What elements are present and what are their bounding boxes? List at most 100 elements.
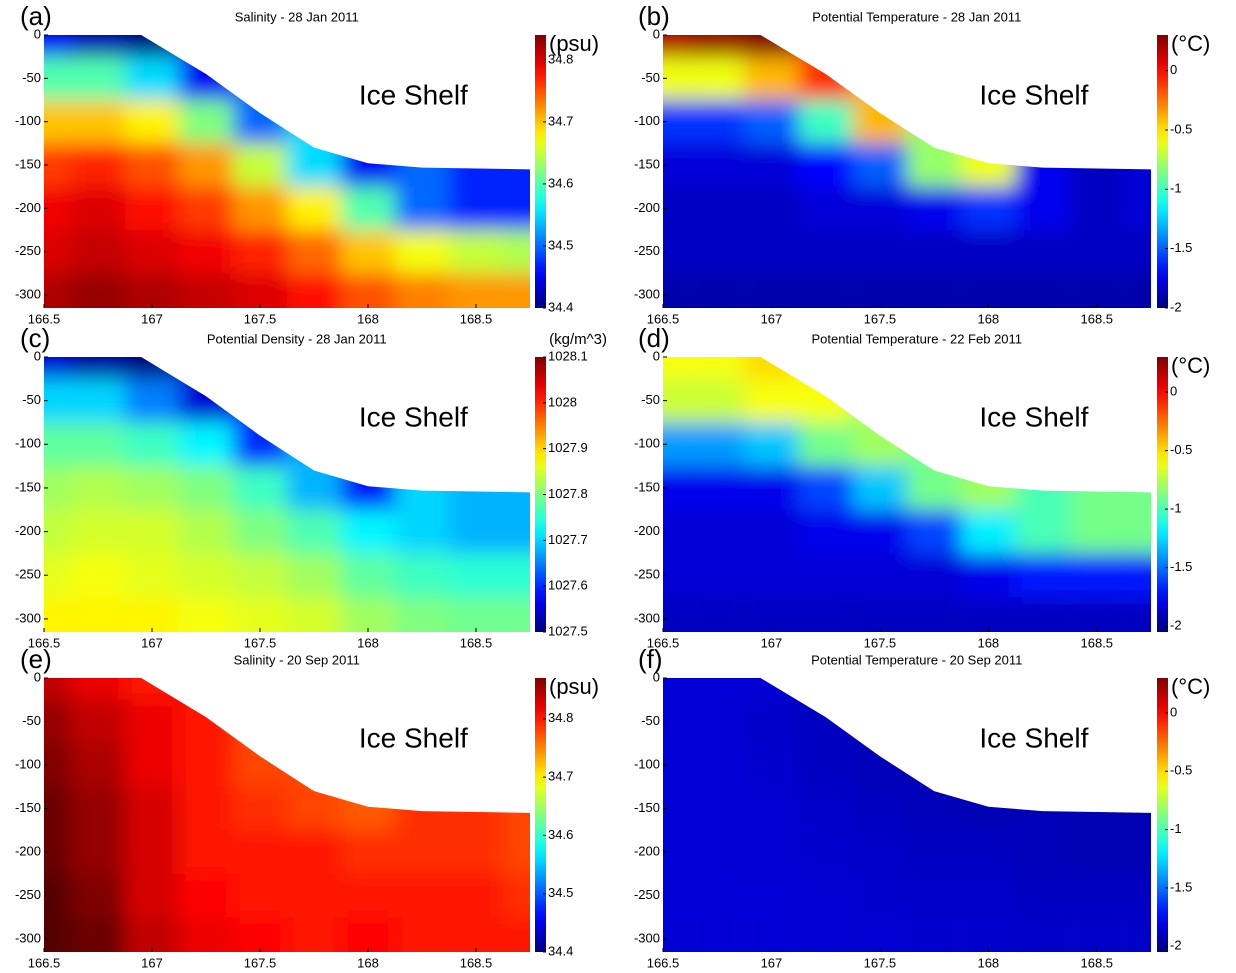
y-tick-label: -100	[634, 113, 660, 128]
colorbar-label: (°C)	[1171, 674, 1210, 699]
x-tick-label: 168	[977, 635, 999, 650]
colorbar-tick-label: -2	[1170, 618, 1182, 633]
x-tick-label: 168	[977, 955, 999, 970]
panel: Ice Shelf Potential Density - 28 Jan 2011…	[15, 323, 607, 651]
ice-shelf	[44, 678, 530, 813]
colorbar-tick-label: -1	[1170, 181, 1182, 196]
colorbar-tick-label: 0	[1170, 384, 1177, 399]
y-tick-label: -250	[15, 243, 41, 258]
y-tick-label: 0	[653, 669, 660, 684]
annotation: Ice Shelf	[979, 401, 1088, 432]
cell	[44, 35, 71, 57]
colorbar-label: (°C)	[1171, 353, 1210, 378]
ice-shelf	[44, 357, 530, 493]
cell	[690, 678, 745, 700]
cell	[690, 35, 745, 57]
x-tick-label: 166.5	[647, 311, 680, 326]
y-tick-label: 0	[34, 669, 41, 684]
panel-label: (d)	[638, 323, 670, 353]
colorbar-tick-label: 0	[1170, 62, 1177, 77]
x-tick-label: 167	[141, 955, 163, 970]
colorbar-tick-label: 34.8	[548, 51, 573, 66]
plot-area	[663, 357, 1151, 632]
x-tick-label: 167	[761, 635, 783, 650]
y-tick-label: -150	[634, 479, 660, 494]
x-tick-label: 167.5	[864, 311, 897, 326]
y-tick-label: -100	[634, 436, 660, 451]
colorbar-label: (psu)	[549, 674, 599, 699]
x-tick-label: 168.5	[1081, 635, 1114, 650]
x-tick-label: 167	[761, 955, 783, 970]
panel-title: Potential Temperature - 20 Sep 2011	[811, 652, 1022, 667]
cell	[663, 357, 691, 379]
y-tick-label: -50	[641, 70, 660, 85]
y-tick-label: -100	[634, 756, 660, 771]
y-tick-label: -150	[634, 156, 660, 171]
y-tick-label: -100	[15, 436, 41, 451]
y-tick-label: -50	[641, 392, 660, 407]
colorbar	[535, 678, 546, 952]
y-tick-label: -250	[634, 243, 660, 258]
colorbar-tick-label: -1.5	[1170, 240, 1192, 255]
colorbar-tick-label: -2	[1170, 299, 1182, 314]
panel-title: Salinity - 28 Jan 2011	[235, 9, 359, 24]
annotation: Ice Shelf	[359, 722, 468, 753]
annotation: Ice Shelf	[359, 79, 468, 110]
cell	[663, 35, 691, 57]
panel-label: (a)	[20, 1, 52, 31]
y-tick-label: -200	[15, 200, 41, 215]
y-tick-label: -150	[634, 800, 660, 815]
colorbar	[535, 357, 546, 632]
colorbar-tick-label: 34.7	[548, 113, 573, 128]
x-tick-label: 167.5	[244, 311, 277, 326]
x-tick-label: 167	[141, 311, 163, 326]
cell	[71, 35, 125, 57]
colorbar-tick-label: 0	[1170, 704, 1177, 719]
y-tick-label: -300	[634, 610, 660, 625]
annotation: Ice Shelf	[979, 79, 1088, 110]
y-tick-label: 0	[653, 348, 660, 363]
y-tick-label: -300	[15, 930, 41, 945]
colorbar-tick-label: 1028	[548, 394, 577, 409]
ice-shelf	[663, 35, 1151, 170]
y-tick-label: -300	[634, 930, 660, 945]
y-tick-label: -250	[634, 567, 660, 582]
y-tick-label: -150	[15, 479, 41, 494]
panel: Ice Shelf Potential Temperature - 28 Jan …	[634, 1, 1210, 327]
colorbar-tick-label: -0.5	[1170, 442, 1192, 457]
annotation: Ice Shelf	[979, 722, 1088, 753]
y-tick-label: -150	[15, 800, 41, 815]
colorbar-tick-label: -0.5	[1170, 763, 1192, 778]
panel: Ice Shelf Potential Temperature - 22 Feb …	[634, 323, 1210, 651]
panel-title: Potential Temperature - 28 Jan 2011	[812, 9, 1021, 24]
panel-label: (e)	[20, 644, 52, 674]
colorbar-tick-label: 34.6	[548, 175, 573, 190]
colorbar-tick-label: 34.5	[548, 237, 573, 252]
ice-shelf	[663, 357, 1151, 493]
x-tick-label: 168.5	[460, 635, 493, 650]
plot-area	[663, 35, 1151, 308]
y-tick-label: -250	[15, 887, 41, 902]
y-tick-label: -200	[15, 843, 41, 858]
x-tick-label: 166.5	[28, 955, 61, 970]
x-tick-label: 168.5	[460, 955, 493, 970]
ice-shelf	[663, 678, 1151, 813]
y-tick-label: -50	[22, 392, 41, 407]
panel-label: (c)	[20, 323, 50, 353]
colorbar-tick-label: 1027.7	[548, 532, 588, 547]
x-tick-label: 166.5	[28, 311, 61, 326]
colorbar-label: (°C)	[1171, 31, 1210, 56]
y-tick-label: -50	[22, 713, 41, 728]
colorbar-tick-label: 1027.6	[548, 578, 588, 593]
y-tick-label: -300	[634, 286, 660, 301]
x-tick-label: 168	[357, 635, 379, 650]
plot-area	[44, 678, 530, 952]
cell	[44, 357, 71, 379]
y-tick-label: -50	[22, 70, 41, 85]
cell	[71, 357, 125, 379]
x-tick-label: 168.5	[1081, 311, 1114, 326]
colorbar-tick-label: 1027.5	[548, 623, 588, 638]
annotation: Ice Shelf	[359, 401, 468, 432]
colorbar	[1157, 678, 1168, 952]
